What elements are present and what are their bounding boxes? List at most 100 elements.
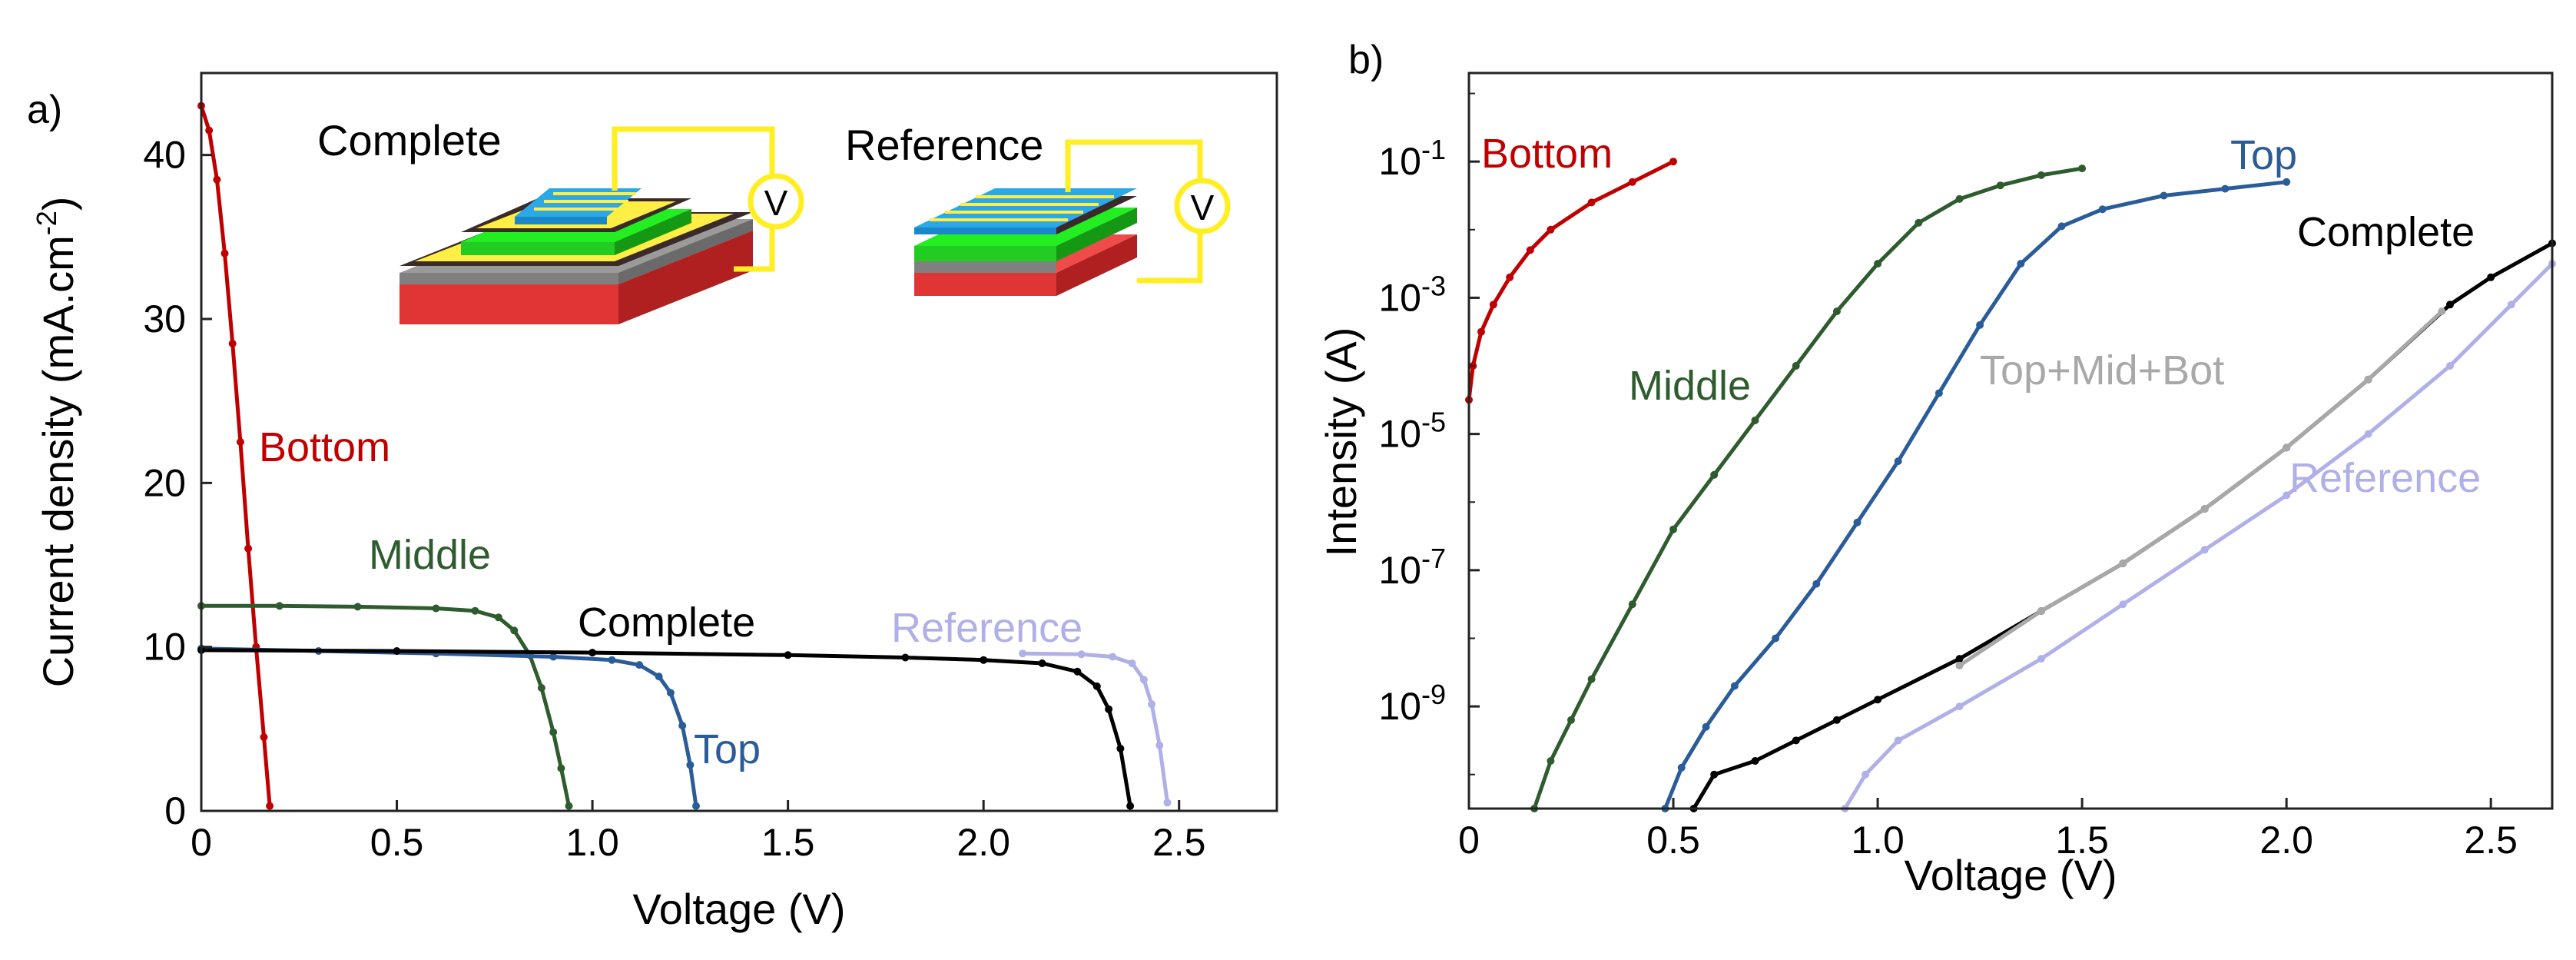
data-point-middle-pa <box>537 684 545 692</box>
data-point-bottom-pa <box>244 544 253 553</box>
label-middle: Middle <box>369 532 491 578</box>
data-point-top-pb <box>1677 763 1686 772</box>
data-point-complete-pb <box>1751 757 1759 765</box>
x-tick-label: 0.5 <box>370 821 424 864</box>
y-tick-label: 30 <box>143 297 186 340</box>
label-complete-b: Complete <box>2297 209 2475 255</box>
data-point-bottom-pb <box>1477 327 1485 336</box>
series-line-middle-pb <box>1532 166 2083 809</box>
y-tick-label: 10 <box>143 626 186 669</box>
data-point-reference-pb <box>2364 430 2372 438</box>
data-point-top-pb <box>1702 722 1710 731</box>
data-point-middle-pb <box>1832 307 1841 316</box>
inset-complete-green-side <box>615 209 691 255</box>
panel-a-x-axis-label: Voltage (V) <box>632 885 845 933</box>
label-middle-b: Middle <box>1629 363 1751 409</box>
data-point-complete-pb <box>2487 273 2495 281</box>
panel-a-series <box>197 101 1172 810</box>
x-tick-label: 0.5 <box>1646 819 1700 862</box>
data-point-complete-pa <box>588 649 597 657</box>
data-point-middle-pb <box>2078 164 2087 173</box>
data-point-top-mid-bot-pb <box>2438 307 2446 316</box>
inset-complete-voltmeter-symbol: V <box>764 183 788 223</box>
label-top-b: Top <box>2230 132 2297 178</box>
data-point-top-pa <box>549 653 558 661</box>
data-point-top-pa <box>655 673 663 681</box>
inset-reference-device: Reference V <box>845 121 1231 296</box>
data-point-bottom-pb <box>1547 225 1555 234</box>
data-point-bottom-pa <box>213 175 221 184</box>
data-point-complete-pb <box>2446 301 2454 309</box>
data-point-bottom-pa <box>236 438 244 446</box>
inset-complete-red-side <box>618 231 753 324</box>
data-point-complete-pa <box>784 651 792 659</box>
data-point-middle-pa <box>494 613 502 622</box>
data-point-middle-pb <box>1587 675 1596 683</box>
data-point-reference-pb <box>2283 491 2291 500</box>
inset-reference-blue-front <box>914 228 1056 234</box>
data-point-middle-pb <box>1996 181 2004 190</box>
data-point-reference-pa <box>1139 676 1148 684</box>
data-point-top-mid-bot-pb <box>2119 560 2127 567</box>
x-tick-label: 2.5 <box>2464 819 2518 862</box>
panel-a-x-ticks: 0 0.5 1.0 1.5 2.0 2.5 <box>191 800 1205 864</box>
panel-b-y-axis-label: Intensity (A) <box>1317 327 1365 557</box>
x-tick-label: 2.0 <box>956 821 1010 864</box>
panel-b-series <box>1465 158 2556 812</box>
data-point-bottom-pa <box>266 802 274 810</box>
panel-a-frame <box>200 71 1278 812</box>
data-point-reference-pa <box>1077 650 1086 659</box>
data-point-bottom-pb <box>1506 273 1514 281</box>
inset-complete-green-front <box>461 242 615 255</box>
data-point-bottom-pb <box>1587 198 1596 207</box>
data-point-complete-pa <box>1116 744 1125 752</box>
data-point-middle-pb <box>1955 194 1964 203</box>
data-point-top-pa <box>678 722 687 730</box>
x-tick-label: 0 <box>1458 819 1480 862</box>
data-point-reference-pa <box>1128 659 1136 667</box>
data-point-complete-pa <box>393 647 401 655</box>
y-tick-label: 10-3 <box>1378 270 1446 319</box>
data-point-middle-pa <box>432 604 440 613</box>
data-point-top-pb <box>1894 457 1902 466</box>
series-line-bottom-pb <box>1467 159 1675 400</box>
data-point-bottom-pb <box>1628 178 1636 186</box>
data-point-top-pb <box>2283 178 2291 186</box>
data-point-reference-pa <box>1019 649 1027 658</box>
data-point-top-pa <box>686 761 695 769</box>
data-point-top-pa <box>666 689 675 697</box>
data-point-complete-pa <box>1073 667 1082 676</box>
data-point-middle-pa <box>471 606 479 615</box>
data-point-bottom-pa <box>205 126 214 135</box>
data-point-reference-pa <box>1148 700 1156 709</box>
data-point-middle-pb <box>1792 362 1800 370</box>
data-point-reference-pb <box>2037 655 2045 663</box>
inset-reference-label: Reference <box>845 121 1043 169</box>
data-point-bottom-pa <box>260 733 268 741</box>
data-point-reference-pb <box>2446 362 2454 370</box>
inset-complete-label: Complete <box>317 116 502 164</box>
data-point-middle-pb <box>1669 525 1677 533</box>
panel-b-label: b) <box>1348 38 1384 82</box>
data-point-middle-pa <box>557 764 565 772</box>
data-point-reference-pb <box>1894 736 1902 745</box>
data-point-complete-pb <box>1955 655 1964 663</box>
data-point-reference-pb <box>2200 546 2209 554</box>
data-point-reference-pb <box>1862 770 1870 779</box>
data-point-top-pb <box>1812 580 1821 588</box>
y-tick-label: 10-7 <box>1378 543 1446 592</box>
inset-complete-gray-side <box>618 219 753 284</box>
x-tick-label: 1.0 <box>1851 819 1905 862</box>
data-point-middle-pb <box>1710 470 1719 479</box>
label-bottom: Bottom <box>259 424 390 470</box>
x-tick-label: 1.5 <box>761 821 815 864</box>
series-line-top-pb <box>1663 180 2287 809</box>
inset-complete-gray-front <box>399 273 618 284</box>
data-point-top-pb <box>2098 205 2107 214</box>
panel-b: b) 0 0.5 1.0 1.5 2.0 2.5 10-1 10-3 10-5 10-7 10-9… <box>1317 38 2556 899</box>
panel-b-x-ticks: 0 0.5 1.0 1.5 2.0 2.5 <box>1458 798 2518 862</box>
data-point-top-mid-bot-pb <box>2200 505 2209 513</box>
y-tick-label: 20 <box>143 461 186 504</box>
data-point-reference-pa <box>1163 799 1172 807</box>
y-tick-label: 10-5 <box>1378 407 1446 456</box>
